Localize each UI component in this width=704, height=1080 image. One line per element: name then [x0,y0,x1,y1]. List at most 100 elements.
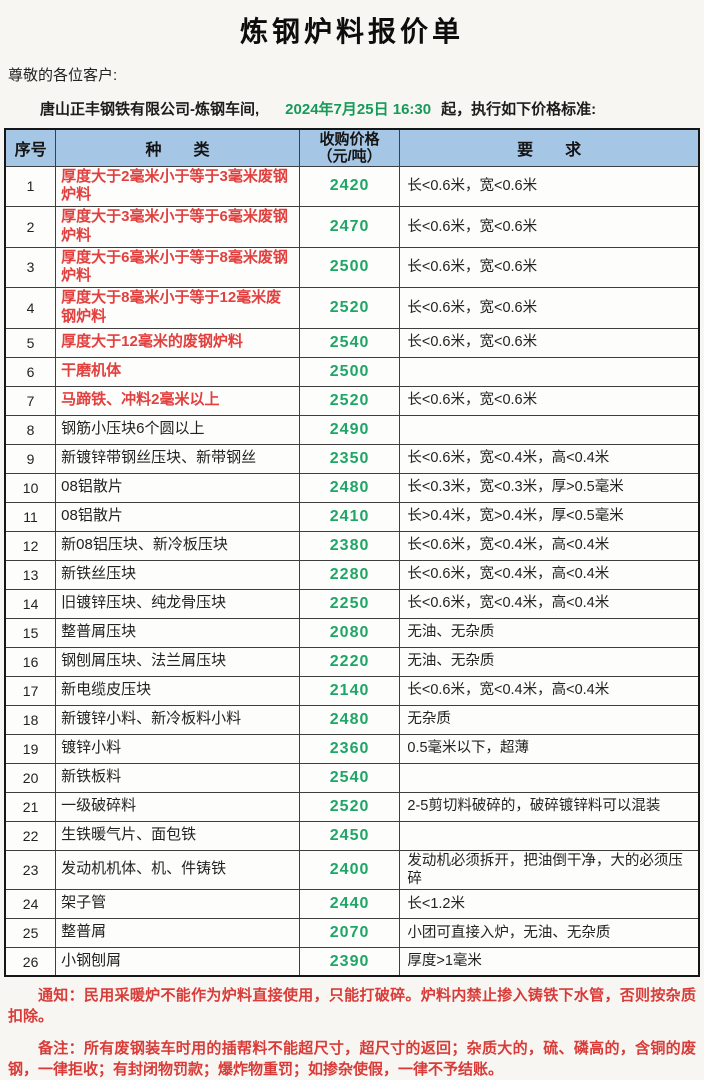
row-index: 4 [4,287,57,329]
column-header-price-line1: 收购价格 [319,130,380,148]
column-header-price-line2: （元/吨） [317,147,382,165]
effective-datetime: 2024年7月25日 16:30 [285,101,432,118]
row-index: 11 [4,501,57,532]
row-index: 6 [4,356,57,387]
row-index: 2 [4,206,57,248]
row-kind: 镀锌小料 [55,733,300,764]
row-kind: 生铁暖气片、面包铁 [55,820,300,851]
row-requirement: 长<0.6米，宽<0.4米，高<0.4米 [399,443,700,474]
row-kind: 旧镀锌压块、纯龙骨压块 [55,588,300,619]
page-title: 炼钢炉料报价单 [239,16,464,47]
row-requirement: 长<0.6米，宽<0.6米 [399,287,700,329]
row-requirement: 无杂质 [399,704,700,735]
row-index: 25 [4,917,57,948]
row-requirement [399,820,700,851]
table-row: 1 厚度大于2毫米小于等于3毫米废钢炉料 2420 长<0.6米，宽<0.6米 [4,165,700,207]
row-index: 9 [4,443,57,474]
row-price: 2390 [298,946,401,977]
row-requirement: 无油、无杂质 [399,646,700,677]
row-price: 2500 [298,356,401,387]
row-index: 14 [4,588,57,619]
column-header-kind: 种 类 [55,128,300,167]
row-index: 5 [4,327,57,358]
row-index: 7 [4,385,57,416]
row-kind: 厚度大于6毫米小于等于8毫米废钢炉料 [55,246,300,288]
row-price: 2450 [298,820,401,851]
row-index: 3 [4,246,57,288]
row-kind: 新电缆皮压块 [55,675,300,706]
table-row: 4 厚度大于8毫米小于等于12毫米废钢炉料 2520 长<0.6米，宽<0.6米 [4,287,700,329]
row-index: 10 [4,472,57,503]
row-requirement [399,414,700,445]
table-row: 10 08铝散片 2480 长<0.3米，宽<0.3米，厚>0.5毫米 [4,472,700,503]
row-requirement: 长<0.6米，宽<0.4米，高<0.4米 [399,588,700,619]
row-requirement: 长<0.6米，宽<0.6米 [399,206,700,248]
row-price: 2140 [298,675,401,706]
table-row: 13 新铁丝压块 2280 长<0.6米，宽<0.4米，高<0.4米 [4,559,700,590]
table-row: 19 镀锌小料 2360 0.5毫米以下，超薄 [4,733,700,764]
column-header-index: 序号 [4,128,57,167]
row-kind: 发动机机体、机、件铸铁 [55,849,300,890]
table-row: 14 旧镀锌压块、纯龙骨压块 2250 长<0.6米，宽<0.4米，高<0.4米 [4,588,700,619]
effective-suffix: 起，执行如下价格标准: [441,101,597,118]
footer-notes: 通知：民用采暖炉不能作为炉料直接使用，只能打破碎。炉料内禁止掺入铸铁下水管，否则… [8,985,696,1080]
price-table-body: 1 厚度大于2毫米小于等于3毫米废钢炉料 2420 长<0.6米，宽<0.6米 2 厚度大… [4,165,700,977]
row-index: 1 [4,165,57,207]
effective-line: 唐山正丰钢铁有限公司-炼钢车间, 2024年7月25日 16:30 起，执行如下价格… [40,98,700,119]
row-requirement: 长>0.4米，宽>0.4米，厚<0.5毫米 [399,501,700,532]
row-requirement: 长<0.6米，宽<0.4米，高<0.4米 [399,559,700,590]
row-index: 13 [4,559,57,590]
row-requirement [399,762,700,793]
row-requirement [399,356,700,387]
row-kind: 厚度大于12毫米的废钢炉料 [55,327,300,358]
row-index: 21 [4,791,57,822]
table-row: 6 干磨机体 2500 [4,356,700,387]
row-kind: 马蹄铁、冲料2毫米以上 [55,385,300,416]
table-row: 5 厚度大于12毫米的废钢炉料 2540 长<0.6米，宽<0.6米 [4,327,700,358]
table-row: 9 新镀锌带钢丝压块、新带钢丝 2350 长<0.6米，宽<0.4米，高<0.4米 [4,443,700,474]
row-index: 8 [4,414,57,445]
row-price: 2360 [298,733,401,764]
row-index: 16 [4,646,57,677]
row-index: 20 [4,762,57,793]
table-row: 20 新铁板料 2540 [4,762,700,793]
row-price: 2520 [298,287,401,329]
price-table-header: 序号 种 类 收购价格 （元/吨） 要 求 [4,128,700,167]
row-index: 22 [4,820,57,851]
row-price: 2440 [298,888,401,919]
row-index: 23 [4,849,57,890]
row-kind: 新铁板料 [55,762,300,793]
row-index: 17 [4,675,57,706]
row-price: 2540 [298,762,401,793]
row-kind: 钢刨屑压块、法兰屑压块 [55,646,300,677]
row-price: 2280 [298,559,401,590]
row-requirement: 长<0.6米，宽<0.6米 [399,385,700,416]
row-kind: 新镀锌小料、新冷板料小料 [55,704,300,735]
remark-paragraph: 备注：所有废钢装车时用的插帮料不能超尺寸，超尺寸的返回；杂质大的，硫、磷高的，含… [8,1040,696,1079]
table-row: 2 厚度大于3毫米小于等于6毫米废钢炉料 2470 长<0.6米，宽<0.6米 [4,206,700,248]
row-price: 2420 [298,165,401,207]
row-kind: 厚度大于3毫米小于等于6毫米废钢炉料 [55,206,300,248]
row-kind: 小钢刨屑 [55,946,300,977]
row-price: 2470 [298,206,401,248]
row-kind: 干磨机体 [55,356,300,387]
row-index: 19 [4,733,57,764]
table-row: 23 发动机机体、机、件铸铁 2400 发动机必须拆开，把油倒干净，大的必须压碎 [4,849,700,890]
row-price: 2540 [298,327,401,358]
row-price: 2500 [298,246,401,288]
row-requirement: 长<0.6米，宽<0.4米，高<0.4米 [399,530,700,561]
row-price: 2400 [298,849,401,890]
row-price: 2520 [298,385,401,416]
table-row: 22 生铁暖气片、面包铁 2450 [4,820,700,851]
table-row: 7 马蹄铁、冲料2毫米以上 2520 长<0.6米，宽<0.6米 [4,385,700,416]
row-price: 2480 [298,704,401,735]
row-requirement: 长<0.6米，宽<0.6米 [399,327,700,358]
notice-paragraph: 通知：民用采暖炉不能作为炉料直接使用，只能打破碎。炉料内禁止掺入铸铁下水管，否则… [8,987,696,1026]
greeting-line: 尊敬的各位客户: [8,67,118,84]
row-index: 18 [4,704,57,735]
table-row: 24 架子管 2440 长<1.2米 [4,888,700,919]
row-kind: 新08铝压块、新冷板压块 [55,530,300,561]
row-requirement: 长<1.2米 [399,888,700,919]
row-kind: 一级破碎料 [55,791,300,822]
